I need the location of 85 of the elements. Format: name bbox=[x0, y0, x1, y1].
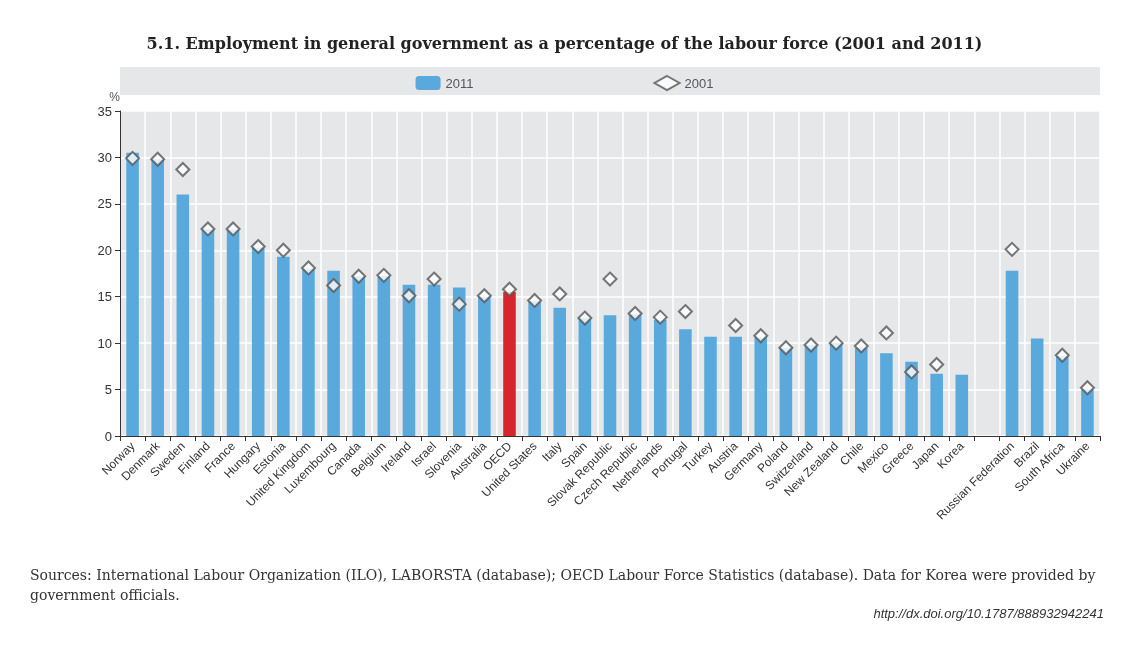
point bbox=[476, 288, 492, 304]
point bbox=[602, 271, 618, 287]
bar bbox=[779, 347, 793, 436]
bar bbox=[528, 301, 541, 436]
point bbox=[1054, 347, 1070, 363]
bar bbox=[327, 270, 340, 436]
point bbox=[778, 340, 794, 356]
bar bbox=[729, 336, 742, 436]
bar bbox=[176, 194, 190, 436]
bar bbox=[478, 296, 491, 436]
source-note: Sources: International Labour Organization (ILO), LABORSTA (database); OECD Labour Force Statistics (database). Data for Korea were provided by government officials. bbox=[30, 567, 1100, 603]
y-tick-label: 5 bbox=[104, 382, 112, 398]
bar bbox=[1081, 389, 1094, 436]
point bbox=[501, 281, 517, 297]
point bbox=[527, 292, 543, 308]
bar bbox=[1030, 338, 1044, 436]
bar bbox=[679, 329, 692, 436]
point bbox=[250, 239, 266, 255]
bar bbox=[352, 276, 365, 436]
point bbox=[1079, 380, 1095, 396]
point bbox=[300, 260, 316, 276]
chart-title: 5.1. Employment in general government as a percentage of the labour force (2001 and 2011) bbox=[146, 33, 983, 53]
y-axis-title: % bbox=[109, 90, 121, 104]
y-tick-label: 30 bbox=[97, 149, 112, 165]
bar bbox=[302, 268, 315, 436]
bar bbox=[126, 152, 139, 436]
point bbox=[125, 150, 141, 166]
bar bbox=[1005, 270, 1019, 436]
point bbox=[753, 328, 769, 344]
point bbox=[401, 288, 417, 304]
point bbox=[929, 357, 945, 372]
bar bbox=[377, 276, 391, 436]
bar bbox=[804, 345, 818, 436]
point bbox=[904, 364, 920, 380]
bar bbox=[754, 337, 768, 436]
y-tick-label: 10 bbox=[97, 335, 112, 351]
bar bbox=[226, 229, 240, 436]
legend-label: 2011 bbox=[445, 75, 474, 91]
bar bbox=[704, 336, 717, 436]
point bbox=[803, 337, 819, 353]
text: http://dx.doi.org/10.1787/888932942241 bbox=[873, 606, 1105, 621]
point bbox=[577, 310, 593, 326]
bar bbox=[277, 256, 290, 436]
point bbox=[728, 318, 744, 333]
point bbox=[376, 267, 392, 283]
point bbox=[225, 221, 241, 237]
point bbox=[652, 309, 668, 325]
bar bbox=[503, 292, 516, 436]
y-tick-label: 0 bbox=[104, 428, 112, 444]
point bbox=[1004, 241, 1020, 257]
bar bbox=[829, 343, 843, 436]
bar bbox=[251, 247, 265, 436]
y-tick-label: 20 bbox=[97, 242, 112, 258]
point bbox=[853, 338, 869, 354]
bar bbox=[151, 159, 164, 436]
bar bbox=[201, 228, 215, 436]
bar bbox=[553, 307, 567, 436]
point bbox=[426, 271, 442, 287]
legend-label: 2001 bbox=[684, 75, 714, 91]
point bbox=[150, 151, 166, 167]
bar bbox=[855, 347, 868, 436]
bar bbox=[427, 284, 441, 436]
bar bbox=[628, 314, 642, 436]
point bbox=[326, 278, 342, 294]
bar bbox=[578, 318, 592, 436]
bar bbox=[452, 287, 466, 436]
point bbox=[677, 304, 693, 320]
bar bbox=[955, 374, 969, 436]
bar bbox=[880, 353, 893, 436]
point bbox=[200, 221, 216, 237]
point bbox=[351, 268, 367, 284]
point bbox=[828, 335, 844, 351]
bar bbox=[653, 319, 667, 436]
bar bbox=[603, 315, 617, 436]
y-tick-label: 35 bbox=[97, 103, 112, 119]
point bbox=[175, 162, 191, 177]
bar bbox=[930, 373, 943, 436]
point bbox=[878, 325, 894, 341]
bar bbox=[1056, 356, 1069, 436]
y-tick-label: 15 bbox=[97, 289, 112, 305]
point bbox=[627, 305, 643, 321]
point bbox=[451, 296, 467, 312]
point bbox=[552, 286, 568, 302]
point bbox=[275, 242, 291, 258]
y-tick-label: 25 bbox=[97, 196, 112, 212]
